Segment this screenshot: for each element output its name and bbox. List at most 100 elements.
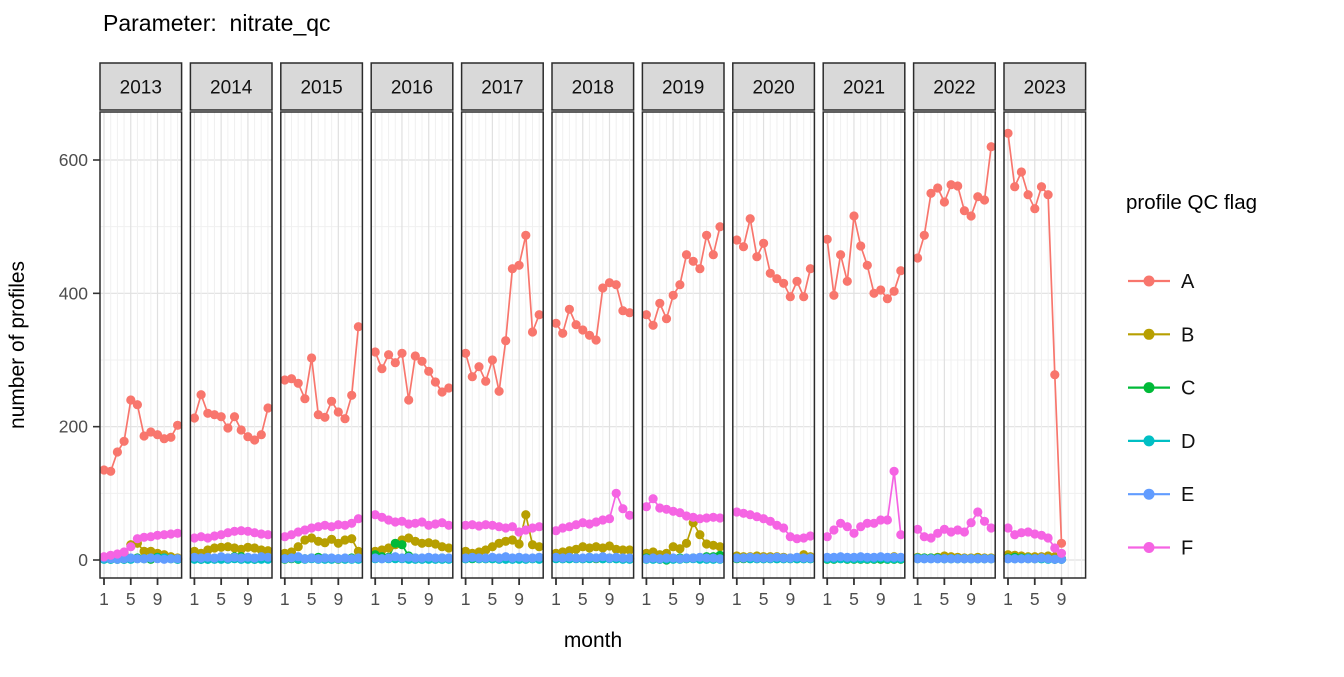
data-point-E	[203, 552, 213, 562]
data-point-F	[882, 515, 893, 525]
legend-key-point	[1143, 542, 1155, 553]
data-point-A	[501, 336, 511, 346]
data-point-E	[759, 553, 769, 563]
data-point-E	[534, 552, 544, 562]
data-point-E	[1050, 554, 1060, 564]
data-point-E	[558, 553, 568, 563]
data-point-A	[250, 435, 260, 445]
facet-strip-label: 2023	[1024, 78, 1066, 99]
data-point-E	[862, 552, 872, 562]
x-axis-tick-label: 5	[668, 589, 678, 609]
data-point-B	[243, 542, 253, 552]
data-point-E	[836, 552, 846, 562]
data-point-A	[571, 320, 581, 330]
data-point-E	[896, 552, 906, 562]
data-point-A	[598, 283, 608, 293]
data-point-E	[959, 554, 970, 564]
data-point-E	[1043, 554, 1053, 564]
data-point-F	[933, 528, 943, 538]
data-point-F	[152, 530, 163, 540]
data-point-A	[708, 250, 718, 260]
x-axis-tick-label: 9	[424, 589, 434, 609]
data-point-E	[300, 554, 310, 564]
x-axis-tick-label: 5	[487, 589, 497, 609]
data-point-A	[461, 348, 471, 358]
legend-entry-D: D	[1128, 431, 1195, 453]
data-point-B	[611, 544, 621, 554]
data-point-A	[494, 386, 504, 396]
data-point-A	[772, 274, 782, 284]
data-point-A	[919, 230, 929, 240]
x-axis-tick-label: 1	[642, 589, 652, 609]
x-axis-tick-label: 9	[243, 589, 253, 609]
data-point-E	[695, 552, 705, 562]
data-point-A	[979, 195, 990, 205]
data-point-E	[618, 553, 628, 563]
data-point-A	[913, 253, 923, 263]
data-point-A	[625, 308, 635, 318]
facet-strip-label: 2016	[391, 78, 433, 99]
data-point-A	[732, 235, 742, 245]
data-point-E	[732, 553, 742, 563]
data-point-E	[889, 552, 899, 562]
data-point-A	[829, 290, 839, 300]
data-point-B	[417, 538, 427, 548]
legend-key-point	[1143, 275, 1155, 287]
legend-entry-label: E	[1181, 484, 1194, 506]
facet-2019: 2019 1 5 9	[641, 62, 725, 609]
data-point-F	[347, 518, 357, 528]
data-point-F	[534, 522, 544, 532]
data-point-E	[913, 554, 923, 564]
data-point-B	[521, 510, 531, 520]
x-axis-tick-label: 9	[966, 589, 976, 609]
data-point-F	[119, 547, 129, 557]
data-point-E	[953, 554, 963, 564]
data-point-E	[882, 552, 893, 562]
facet-strip-label: 2019	[662, 78, 704, 99]
data-point-A	[896, 266, 906, 276]
data-point-E	[280, 554, 290, 564]
data-point-E	[196, 553, 206, 563]
data-point-A	[126, 395, 136, 405]
data-point-A	[759, 238, 769, 248]
data-point-B	[263, 546, 273, 556]
data-point-A	[106, 466, 116, 476]
data-point-F	[604, 514, 615, 524]
data-point-F	[966, 518, 976, 528]
data-point-A	[752, 252, 762, 262]
data-point-A	[702, 230, 712, 240]
data-point-A	[641, 310, 652, 320]
data-point-A	[1016, 167, 1026, 177]
legend-key-point	[1143, 328, 1155, 340]
facet-2018: 2018 1 5 9	[551, 62, 635, 609]
x-axis-tick-label: 5	[849, 589, 859, 609]
facet-2014: 2014 1 5 9	[190, 62, 273, 609]
x-axis-tick-label: 9	[1057, 589, 1067, 609]
data-point-A	[1030, 204, 1040, 214]
legend-entry-E: E	[1128, 484, 1194, 506]
data-point-A	[578, 325, 588, 335]
data-point-F	[1050, 543, 1060, 553]
data-point-F	[173, 528, 183, 538]
data-point-E	[236, 553, 246, 563]
data-point-E	[986, 554, 996, 564]
data-point-A	[655, 298, 665, 308]
data-point-A	[1056, 538, 1067, 548]
data-point-F	[862, 518, 872, 528]
facet-2021: 2021 1 5 9	[822, 62, 906, 609]
x-axis-tick-label: 5	[397, 589, 407, 609]
data-point-A	[842, 276, 852, 286]
data-point-A	[437, 387, 447, 397]
data-point-A	[390, 358, 400, 368]
facet-strip	[1003, 62, 1087, 111]
x-axis-tick-label: 9	[695, 589, 705, 609]
facet-strip-label: 2018	[572, 78, 614, 99]
panel-border	[370, 111, 454, 579]
data-point-A	[404, 395, 414, 405]
data-point-E	[715, 554, 725, 564]
x-axis-tick-label: 1	[1003, 589, 1013, 609]
data-point-B	[715, 542, 725, 552]
facet-strip	[280, 62, 364, 111]
data-point-F	[353, 514, 363, 524]
x-axis-tick-label: 9	[153, 589, 163, 609]
